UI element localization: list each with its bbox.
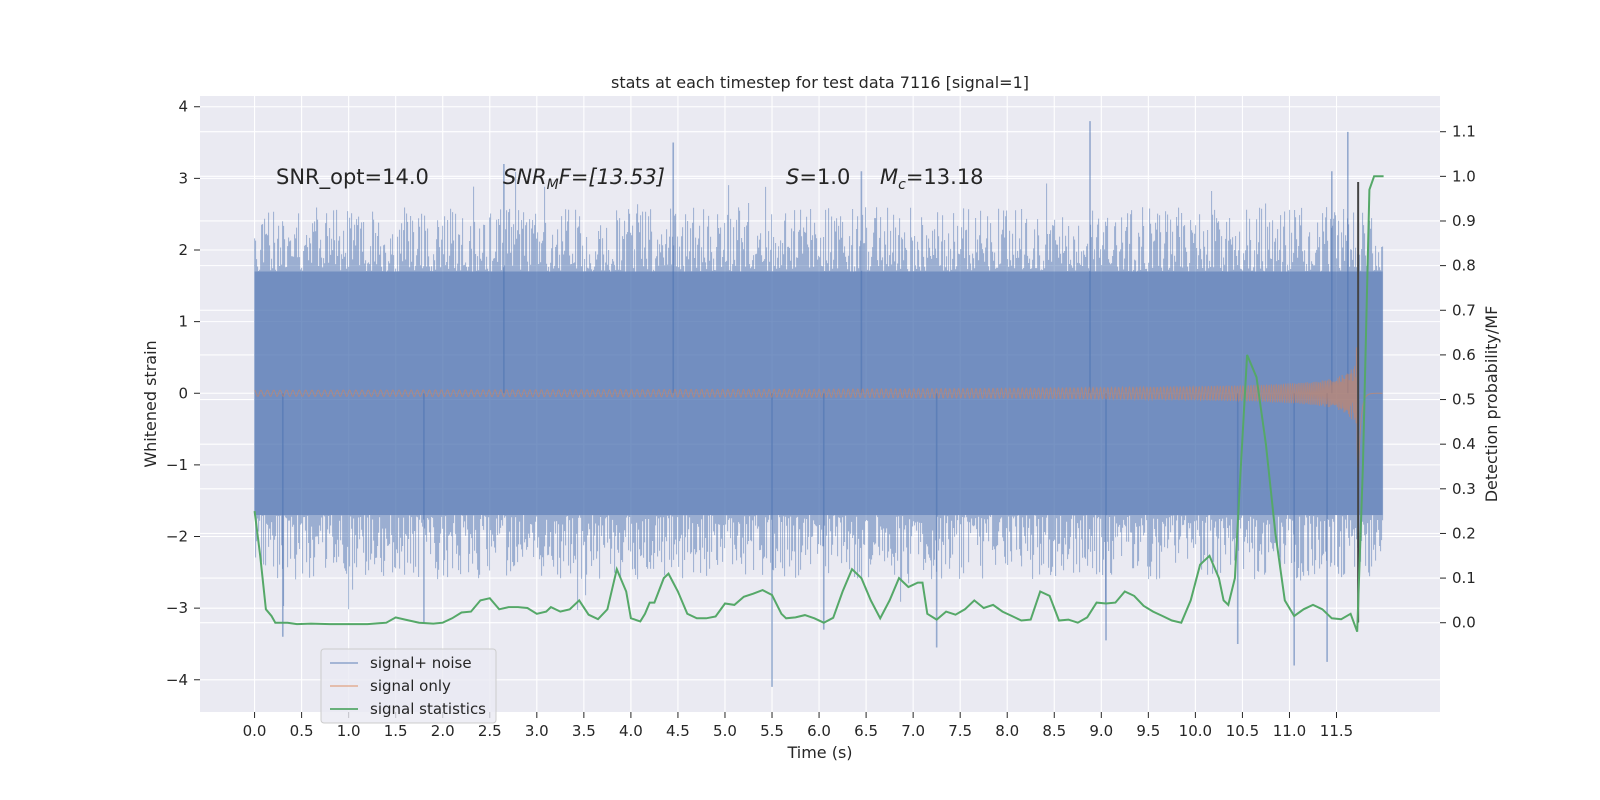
annotation-mc-value: =13.18 bbox=[906, 165, 984, 189]
y-right-tick-label-0: 0.0 bbox=[1452, 614, 1476, 632]
x-tick-label-10: 5.0 bbox=[713, 722, 737, 740]
annotation-snr-opt: SNR_opt=14.0 bbox=[276, 165, 429, 190]
legend: signal+ noise signal only signal statist… bbox=[320, 648, 497, 724]
stats-line bbox=[253, 175, 1384, 633]
annotation-mc-symbol: M bbox=[880, 165, 898, 189]
annotation-s-value: =1.0 bbox=[799, 165, 850, 189]
x-tick-label-8: 4.0 bbox=[619, 722, 643, 740]
x-tick-label-0: 0.0 bbox=[243, 722, 267, 740]
x-tick-label-16: 8.0 bbox=[995, 722, 1019, 740]
y-right-tick-label-8: 0.8 bbox=[1452, 257, 1476, 275]
y-left-tick-label-2: −2 bbox=[166, 528, 188, 546]
y-right-tick-label-10: 1.0 bbox=[1452, 167, 1476, 185]
x-tick-label-20: 10.0 bbox=[1179, 722, 1212, 740]
y-axis-label-left: Whitened strain bbox=[141, 340, 160, 467]
x-tick-label-23: 11.5 bbox=[1320, 722, 1353, 740]
legend-box bbox=[320, 648, 497, 724]
chart-title: stats at each timestep for test data 711… bbox=[611, 73, 1029, 92]
x-tick-label-11: 5.5 bbox=[760, 722, 784, 740]
y-left-tick-label-3: −1 bbox=[166, 456, 188, 474]
y-right-tick-label-11: 1.1 bbox=[1452, 123, 1476, 141]
signal-chirp-trace bbox=[254, 347, 1383, 481]
y-left-tick-label-1: −3 bbox=[166, 599, 188, 617]
x-tick-label-14: 7.0 bbox=[901, 722, 925, 740]
x-tick-label-19: 9.5 bbox=[1136, 722, 1160, 740]
x-tick-label-13: 6.5 bbox=[854, 722, 878, 740]
x-tick-label-4: 2.0 bbox=[431, 722, 455, 740]
y-left-tick-label-5: 1 bbox=[178, 313, 188, 331]
legend-label-signal-plus-noise: signal+ noise bbox=[370, 654, 472, 672]
y-right-tick-label-5: 0.5 bbox=[1452, 391, 1476, 409]
y-axis-label-right: Detection probability/MF bbox=[1482, 306, 1501, 503]
y-right-tick-label-4: 0.4 bbox=[1452, 435, 1476, 453]
annotation-s-symbol: S bbox=[786, 165, 799, 189]
x-tick-label-7: 3.5 bbox=[572, 722, 596, 740]
y-right-tick-label-6: 0.6 bbox=[1452, 346, 1476, 364]
x-tick-label-5: 2.5 bbox=[478, 722, 502, 740]
legend-label-signal-statistics: signal statistics bbox=[370, 700, 486, 718]
x-tick-label-21: 10.5 bbox=[1226, 722, 1259, 740]
x-tick-label-15: 7.5 bbox=[948, 722, 972, 740]
y-right-tick-label-3: 0.3 bbox=[1452, 480, 1476, 498]
x-tick-label-18: 9.0 bbox=[1089, 722, 1113, 740]
annotation-snr-mf-symbol: SNR bbox=[503, 165, 547, 189]
y-left-tick-label-8: 4 bbox=[178, 98, 188, 116]
annotation-s: S=1.0 bbox=[786, 165, 850, 189]
y-right-tick-label-2: 0.2 bbox=[1452, 524, 1476, 542]
y-right-tick-label-7: 0.7 bbox=[1452, 301, 1476, 319]
x-axis-label: Time (s) bbox=[786, 743, 852, 762]
y-left-tick-label-0: −4 bbox=[166, 671, 188, 689]
x-tick-label-1: 0.5 bbox=[290, 722, 314, 740]
y-right-tick-label-1: 0.1 bbox=[1452, 569, 1476, 587]
axis-ticks: 0.0 0.5 1.0 1.5 2.0 2.5 3.0 3.5 4.0 4.5 5.0 5.5 6.0 6… bbox=[166, 98, 1476, 740]
x-tick-label-2: 1.0 bbox=[337, 722, 361, 740]
x-tick-label-12: 6.0 bbox=[807, 722, 831, 740]
x-tick-label-3: 1.5 bbox=[384, 722, 408, 740]
y-left-tick-label-4: 0 bbox=[178, 384, 188, 402]
annotation-mc-subscript: c bbox=[898, 177, 906, 193]
y-left-tick-label-7: 3 bbox=[178, 169, 188, 187]
annotation-snr-mf: SNRMF=[13.53] bbox=[503, 165, 665, 193]
annotation-snr-mf-subscript: M bbox=[547, 177, 559, 193]
y-right-tick-label-9: 0.9 bbox=[1452, 212, 1476, 230]
x-tick-label-6: 3.0 bbox=[525, 722, 549, 740]
x-tick-label-17: 8.5 bbox=[1042, 722, 1066, 740]
x-tick-label-22: 11.0 bbox=[1273, 722, 1306, 740]
annotation-snr-mf-value: F=[13.53] bbox=[559, 165, 665, 189]
y-left-tick-label-6: 2 bbox=[178, 241, 188, 259]
legend-label-signal-only: signal only bbox=[370, 677, 451, 695]
series-signal-statistics bbox=[253, 175, 1384, 633]
annotation-mc: Mc=13.18 bbox=[880, 165, 984, 193]
series-signal-only bbox=[254, 347, 1383, 481]
x-tick-label-9: 4.5 bbox=[666, 722, 690, 740]
